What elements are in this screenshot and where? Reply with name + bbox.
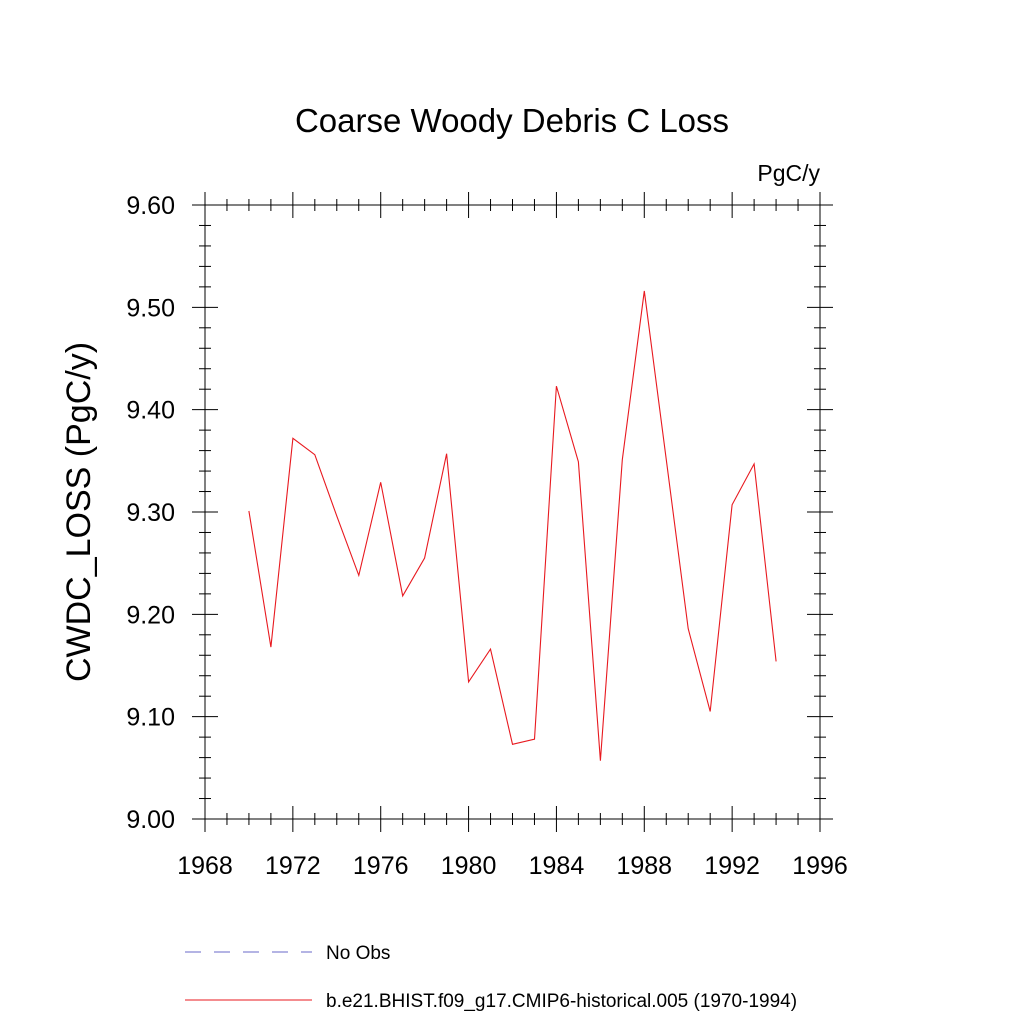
y-tick-label: 9.10: [126, 704, 175, 732]
series-group: [248, 290, 777, 761]
y-tick-label: 9.50: [126, 294, 175, 322]
axes: 1968 1972 1976 1980 1984 1988 1992 1996 9.00 9.10…: [126, 192, 848, 880]
plot-frame: [204, 204, 821, 820]
legend-label: b.e21.BHIST.f09_g17.CMIP6-historical.005…: [326, 991, 797, 1012]
y-tick-label: 9.20: [126, 601, 175, 629]
x-tick-label: 1980: [441, 852, 497, 880]
y-axis-label: CWDC_LOSS (PgC/y): [60, 342, 98, 682]
x-tick-label: 1976: [353, 852, 409, 880]
y-tick-label: 9.60: [126, 192, 175, 220]
x-tick-label: 1968: [177, 852, 233, 880]
x-tick-label: 1988: [616, 852, 672, 880]
x-tick-label: 1992: [704, 852, 760, 880]
chart-title: Coarse Woody Debris C Loss: [295, 102, 729, 139]
x-tick-label: 1972: [265, 852, 321, 880]
y-tick-label: 9.40: [126, 397, 175, 425]
y-tick-label: 9.30: [126, 499, 175, 527]
x-tick-label: 1996: [792, 852, 848, 880]
legend-label: No Obs: [326, 943, 390, 964]
series-line: [248, 290, 777, 761]
y-tick-label: 9.00: [126, 806, 175, 834]
units-label: PgC/y: [757, 160, 820, 186]
legend: No Obs b.e21.BHIST.f09_g17.CMIP6-historic…: [185, 943, 797, 1012]
x-tick-label: 1984: [529, 852, 585, 880]
